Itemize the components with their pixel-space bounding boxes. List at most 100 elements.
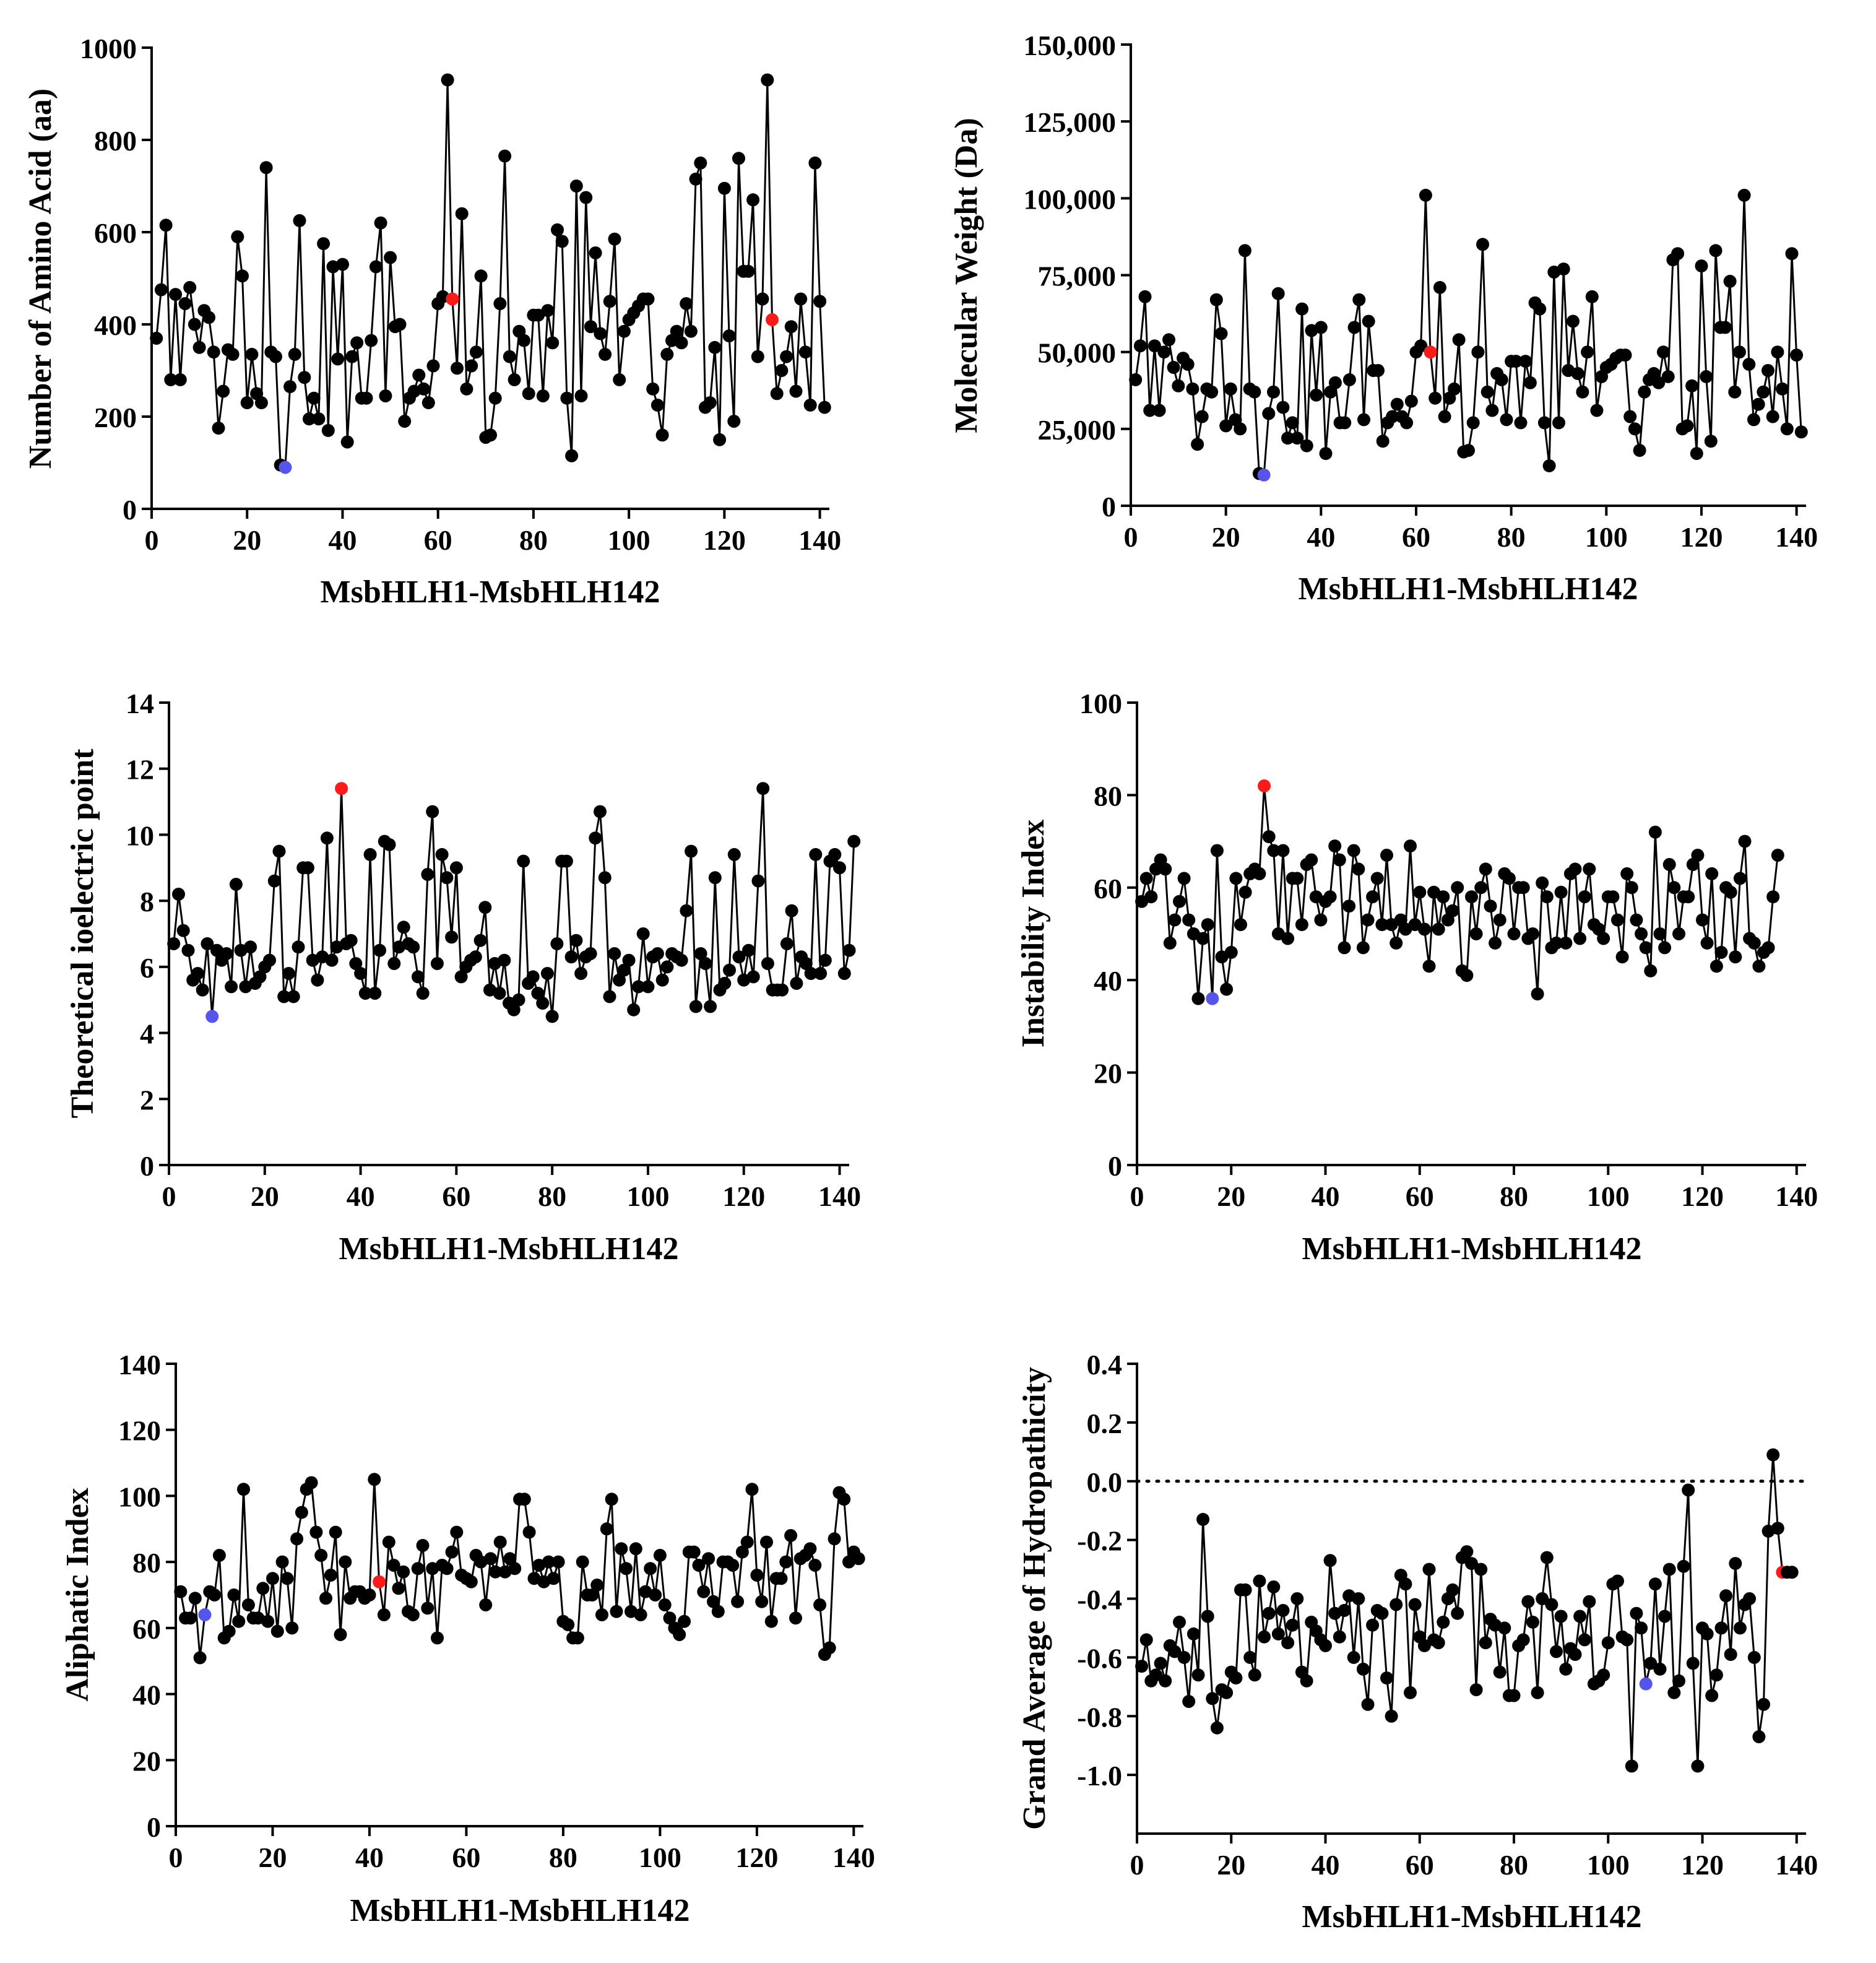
panel-isoelectric-point-data-point xyxy=(608,947,621,960)
panel-molecular-weight-data-point xyxy=(1737,188,1751,202)
panel-isoelectric-point-x-tick-label: 120 xyxy=(722,1181,765,1212)
panel-gravy-data-point xyxy=(1229,1671,1243,1685)
panel-instability-index-data-point xyxy=(1597,932,1610,945)
panel-instability-index-data-point xyxy=(1432,922,1445,936)
panel-aliphatic-index-y-tick-label: 140 xyxy=(118,1349,161,1380)
panel-instability-index-data-point xyxy=(1705,867,1719,880)
panel-aliphatic-index-data-point xyxy=(576,1555,589,1569)
panel-gravy-data-point xyxy=(1253,1574,1266,1588)
panel-isoelectric-point-data-point xyxy=(632,980,645,994)
panel-amino-acid-data-point xyxy=(569,180,583,193)
panel-amino-acid-data-point xyxy=(651,398,664,412)
panel-aliphatic-index-x-tick-label: 0 xyxy=(169,1842,183,1873)
panel-gravy-x-tick-label: 120 xyxy=(1681,1849,1724,1881)
panel-instability-index-data-point xyxy=(1568,862,1582,876)
panel-instability-index-data-point xyxy=(1328,839,1342,853)
panel-amino-acid-x-tick-label: 120 xyxy=(703,524,746,556)
panel-gravy-data-point xyxy=(1262,1606,1276,1620)
panel-gravy-y-tick-label: -1.0 xyxy=(1077,1760,1122,1792)
panel-isoelectric-point-data-point xyxy=(756,782,770,795)
panel-instability-index-data-point xyxy=(1639,941,1653,955)
panel-aliphatic-index-data-point xyxy=(479,1598,493,1611)
panel-instability-index-data-point xyxy=(1182,913,1196,927)
panel-isoelectric-point-data-point xyxy=(383,838,396,851)
panel-amino-acid-data-point xyxy=(393,318,407,331)
panel-amino-acid-data-point xyxy=(551,223,564,236)
panel-aliphatic-index-data-point xyxy=(726,1559,740,1572)
panel-amino-acid-data-point xyxy=(789,384,803,398)
panel-aliphatic-index-max-point xyxy=(373,1575,386,1588)
panel-aliphatic-index-data-point xyxy=(503,1552,517,1566)
panel-aliphatic-index-data-point xyxy=(208,1588,222,1601)
panel-aliphatic-index-y-axis-label: Aliphatic Index xyxy=(60,1488,95,1701)
panel-amino-acid-y-tick-label: 1000 xyxy=(80,33,137,64)
panel-molecular-weight-data-point xyxy=(1485,404,1499,417)
panel-molecular-weight-data-point xyxy=(1685,379,1699,392)
panel-aliphatic-index-data-point xyxy=(692,1559,706,1572)
panel-molecular-weight-data-point xyxy=(1362,314,1375,328)
panel-isoelectric-point-data-point xyxy=(641,980,655,994)
panel-isoelectric-point-max-point xyxy=(335,782,348,795)
panel-molecular-weight: Molecular Weight (Da) MsbHLH1-MsbHLH142 … xyxy=(949,30,1818,607)
panel-instability-index-data-point xyxy=(1540,890,1554,904)
panel-isoelectric-point-data-point xyxy=(493,987,506,1000)
panel-amino-acid-data-point xyxy=(713,433,727,446)
panel-aliphatic-index-data-point xyxy=(363,1588,376,1601)
panel-gravy-data-point xyxy=(1432,1636,1445,1650)
panel-gravy-data-point xyxy=(1757,1697,1770,1711)
panel-isoelectric-point-data-point xyxy=(220,947,233,960)
panel-isoelectric-point-data-point xyxy=(613,973,626,987)
panel-instability-index-data-point xyxy=(1356,941,1370,955)
panel-instability-index-x-tick-label: 120 xyxy=(1681,1181,1724,1212)
panel-isoelectric-point-x-tick-label: 20 xyxy=(251,1181,279,1212)
panel-molecular-weight-data-point xyxy=(1234,422,1247,436)
panel-gravy-x-tick-label: 100 xyxy=(1587,1849,1630,1881)
panel-amino-acid-data-point xyxy=(655,428,669,442)
panel-gravy-y-axis-label: Grand Average of Hydropathicity xyxy=(1017,1367,1052,1830)
panel-molecular-weight-data-point xyxy=(1576,385,1589,399)
panel-gravy-data-point xyxy=(1446,1583,1459,1597)
panel-aliphatic-index-data-point xyxy=(673,1628,686,1641)
panel-aliphatic-index-data-point xyxy=(697,1585,711,1598)
panel-isoelectric-point-x-tick-label: 140 xyxy=(818,1181,861,1212)
panel-instability-index-data-point xyxy=(1305,853,1318,867)
panel-gravy-y-tick-label: 0.2 xyxy=(1087,1408,1123,1439)
panel-aliphatic-index-data-point xyxy=(755,1595,769,1608)
panel-gravy-data-point xyxy=(1568,1648,1582,1662)
panel-isoelectric-point-data-point xyxy=(732,950,746,964)
panel-instability-index-data-point xyxy=(1144,890,1158,904)
panel-molecular-weight-data-point xyxy=(1509,355,1523,368)
panel-amino-acid-y-tick-label: 600 xyxy=(94,217,137,249)
panel-molecular-weight-y-tick-label: 125,000 xyxy=(1024,106,1117,138)
panel-aliphatic-index-data-point xyxy=(493,1535,507,1549)
panel-amino-acid-data-point xyxy=(159,219,173,232)
panel-gravy-data-point xyxy=(1375,1606,1389,1620)
panel-isoelectric-point-data-point xyxy=(253,970,267,984)
panel-gravy-x-axis-label: MsbHLH1-MsbHLH142 xyxy=(1302,1899,1642,1935)
panel-gravy-y-tick-label: 0.0 xyxy=(1087,1467,1123,1498)
panel-isoelectric-point-data-point xyxy=(277,990,291,1003)
panel-amino-acid-data-point xyxy=(360,391,373,405)
panel-molecular-weight-data-point xyxy=(1704,435,1718,448)
panel-amino-acid-x-tick-label: 80 xyxy=(519,524,548,556)
panel-molecular-weight-data-point xyxy=(1267,385,1280,399)
panel-molecular-weight-x-tick-label: 20 xyxy=(1212,521,1240,553)
panel-isoelectric-point-data-point xyxy=(569,934,583,947)
panel-molecular-weight-data-point xyxy=(1590,404,1604,417)
panel-molecular-weight-data-point xyxy=(1248,385,1261,399)
panel-molecular-weight-data-point xyxy=(1771,345,1784,359)
panel-amino-acid-data-point xyxy=(703,396,717,410)
panel-isoelectric-point-data-point xyxy=(292,940,305,954)
panel-instability-index-data-point xyxy=(1460,969,1474,982)
panel-amino-acid-data-point xyxy=(417,382,430,396)
panel-gravy-data-point xyxy=(1300,1674,1313,1688)
panel-gravy-x-tick-label: 80 xyxy=(1500,1849,1528,1881)
panel-gravy-data-point xyxy=(1238,1583,1252,1597)
panel-molecular-weight-y-axis-label: Molecular Weight (Da) xyxy=(949,118,984,433)
panel-aliphatic-index-data-point xyxy=(586,1588,599,1601)
panel-aliphatic-index-data-point xyxy=(745,1483,759,1496)
panel-gravy-data-point xyxy=(1333,1630,1346,1644)
panel-instability-index-data-point xyxy=(1201,918,1214,932)
panel-isoelectric-point-y-tick-label: 6 xyxy=(140,952,154,984)
panel-gravy-data-point xyxy=(1399,1577,1412,1591)
